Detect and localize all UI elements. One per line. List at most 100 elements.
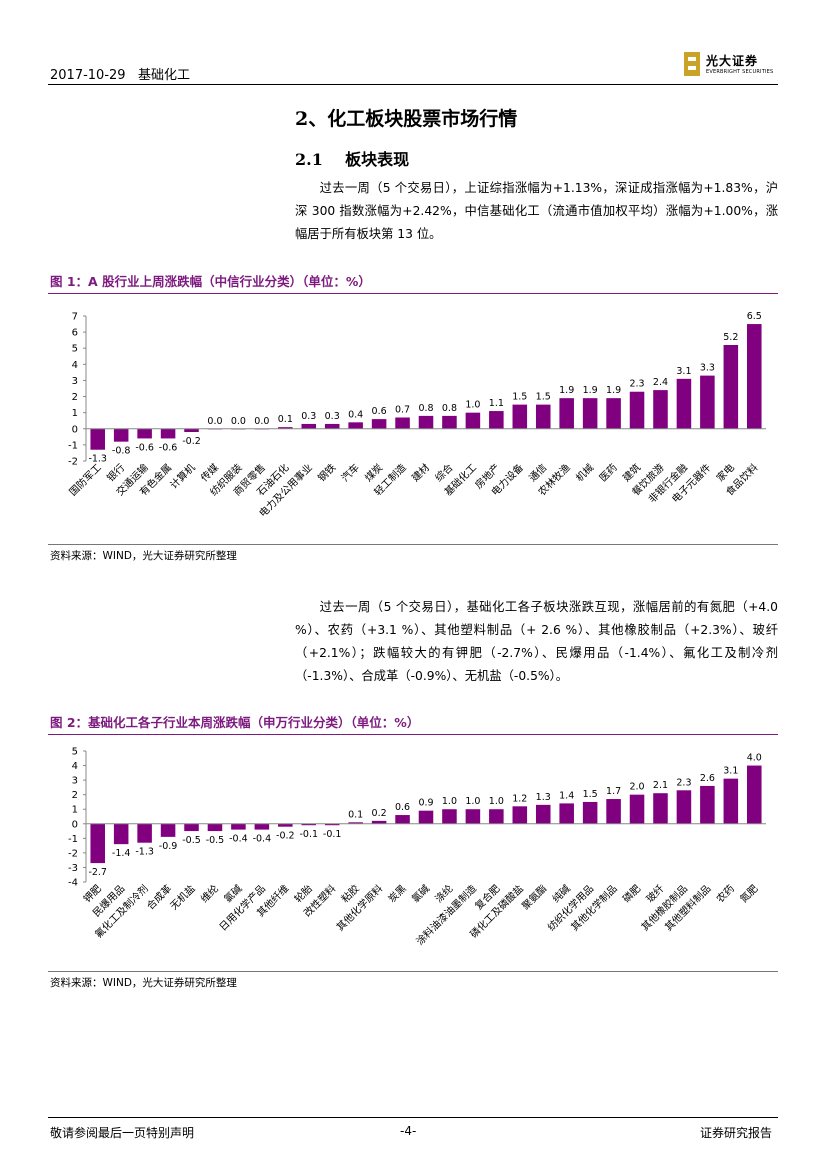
data-label: -0.4 — [253, 834, 272, 845]
bar — [184, 428, 199, 432]
x-category-label: 钢铁 — [315, 461, 338, 484]
subsection-number: 2.1 — [295, 150, 323, 169]
figure1-source-rule — [48, 544, 778, 545]
data-label: 2.6 — [700, 773, 715, 784]
subsection-name: 板块表现 — [345, 150, 410, 169]
data-label: 0.0 — [254, 416, 269, 427]
figure2-bar-chart: -4 -3 -2 -1 0 1 2 3 4 5 -2.7 -1.4 -1.3 -0.9 -0.5 -0.5 -0… — [68, 747, 766, 948]
data-label: 1.5 — [583, 789, 598, 800]
x-category-label: 氯碱 — [409, 882, 432, 905]
bar — [582, 398, 598, 429]
bar — [559, 398, 574, 429]
logo-text-cn: 光大证券 — [706, 54, 759, 68]
data-label: 1.1 — [489, 398, 504, 409]
data-label: 0.1 — [348, 809, 363, 820]
bar — [606, 799, 621, 824]
bar — [418, 415, 434, 429]
bar — [535, 404, 551, 429]
y-tick-label: 0 — [72, 819, 78, 830]
data-label: -0.2 — [276, 831, 295, 842]
bar — [747, 765, 762, 824]
y-tick-label: 1 — [72, 408, 78, 419]
logo-text-en: EVERBRIGHT SECURITIES — [706, 69, 774, 75]
paragraph-market-summary: 过去一周（5 个交易日），上证综指涨幅为+1.13%，深证成指涨幅为+1.83%… — [295, 181, 778, 241]
data-label: -0.1 — [323, 829, 342, 840]
bar — [113, 823, 129, 845]
bar — [465, 809, 481, 824]
data-label: 0.1 — [278, 414, 293, 425]
bar — [512, 404, 528, 429]
paragraph-subsector-summary: 过去一周（5 个交易日），基础化工各子板块涨跌互现，涨幅居前的有氮肥（+4.0 … — [295, 600, 778, 683]
data-label: 0.7 — [395, 405, 410, 416]
data-label: -0.6 — [159, 442, 178, 453]
x-category-label: 磷肥 — [620, 882, 643, 905]
bar — [723, 345, 739, 429]
data-label: 1.3 — [536, 792, 551, 803]
data-label: 0.0 — [207, 416, 222, 427]
y-tick-label: 2 — [72, 392, 78, 403]
data-label: -0.4 — [229, 834, 248, 845]
bar — [512, 806, 528, 824]
bar — [348, 822, 363, 824]
x-category-label: 合成革 — [144, 882, 174, 912]
data-label: 1.7 — [606, 786, 621, 797]
figure1-bar-chart: -2 -1 0 1 2 3 4 5 6 7 -1.3 -0.8 -0.6 -0.6 -0.2 0.0 0.0 0.… — [66, 311, 766, 520]
figure2-caption: 图 2：基础化工各子行业本周涨跌幅（申万行业分类）（单位：%） — [50, 715, 420, 730]
bar — [254, 823, 270, 830]
data-label: 0.8 — [442, 403, 457, 414]
footer-disclaimer: 敬请参阅最后一页特别声明 — [50, 1126, 195, 1140]
y-tick-label: 5 — [72, 747, 78, 758]
bar — [442, 415, 457, 429]
data-label: -0.5 — [206, 835, 225, 846]
data-label: 1.0 — [489, 796, 504, 807]
header-rule — [48, 84, 778, 85]
y-tick-label: 0 — [72, 424, 78, 435]
data-label: -0.8 — [112, 446, 131, 457]
bar — [747, 324, 762, 429]
data-label: -0.2 — [182, 436, 201, 447]
x-category-label: 聚氨酯 — [519, 882, 549, 912]
bar — [278, 427, 293, 429]
y-tick-label: 7 — [72, 312, 78, 323]
subsection-title: 2.1 板块表现 — [295, 146, 409, 170]
data-label: 2.0 — [629, 782, 644, 793]
data-label: 1.5 — [512, 392, 527, 403]
bar — [442, 809, 457, 824]
bar — [535, 804, 551, 824]
figure2-rule — [48, 734, 778, 735]
bar — [676, 790, 692, 824]
data-label: -2.7 — [88, 867, 107, 878]
data-label: 2.1 — [653, 780, 668, 791]
bar — [395, 417, 410, 429]
bar — [723, 778, 739, 824]
bar — [629, 794, 645, 824]
header-date: 2017-10-29 — [50, 68, 126, 83]
y-tick-label: -2 — [68, 848, 78, 859]
footer-page-number: -4- — [400, 1124, 417, 1138]
bar — [324, 423, 340, 429]
y-tick-label: -1 — [68, 834, 78, 845]
figure1-source: 资料来源：WIND，光大证券研究所整理 — [50, 550, 237, 562]
y-tick-label: 3 — [72, 376, 78, 387]
data-label: 3.1 — [676, 366, 691, 377]
data-label: 4.0 — [747, 753, 762, 764]
footer-rule — [48, 1117, 778, 1118]
bar — [278, 823, 293, 827]
data-label: -0.6 — [135, 442, 154, 453]
bar — [629, 391, 645, 429]
bar — [160, 823, 176, 837]
bar — [418, 810, 434, 824]
figure1-caption: 图 1：A 股行业上周涨跌幅（中信行业分类）（单位：%） — [50, 274, 371, 289]
bar — [90, 428, 105, 450]
bar — [559, 803, 574, 824]
data-label: 1.0 — [465, 796, 480, 807]
data-label: 5.2 — [723, 332, 738, 343]
bar — [653, 793, 668, 824]
bar — [465, 412, 481, 429]
data-label: 1.0 — [465, 400, 480, 411]
bar — [395, 815, 410, 824]
y-tick-label: 4 — [72, 360, 78, 371]
y-tick-label: 2 — [72, 790, 78, 801]
data-label: 0.6 — [372, 406, 387, 417]
bar — [489, 809, 504, 824]
